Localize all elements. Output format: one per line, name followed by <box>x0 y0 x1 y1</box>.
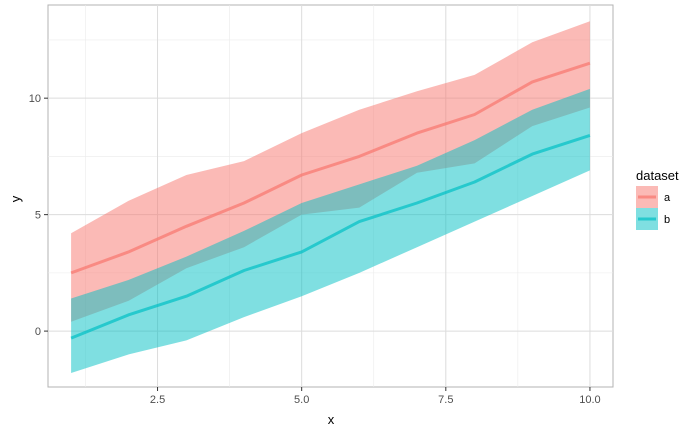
legend-label-a: a <box>664 192 671 204</box>
x-axis-ticks: 2.5 5.0 7.5 10.0 <box>150 387 601 406</box>
series-line-b <box>70 133 591 340</box>
series-line-a <box>70 61 591 275</box>
ribbon-b <box>71 88 590 374</box>
x-tick-label: 10.0 <box>579 394 600 406</box>
plot-panel <box>47 4 614 388</box>
y-tick-label: 0 <box>35 326 41 338</box>
legend-label-b: b <box>664 214 670 226</box>
series-lines <box>70 61 591 340</box>
ribbon-a <box>71 21 590 322</box>
ribbons <box>71 21 590 374</box>
x-tick-label: 5.0 <box>294 394 309 406</box>
y-axis-title: y <box>8 195 23 202</box>
x-axis-title: x <box>328 412 335 427</box>
y-axis-ticks: 0 5 10 <box>29 93 48 338</box>
legend-title: dataset <box>636 168 679 183</box>
y-tick-label: 10 <box>29 93 41 105</box>
x-tick-label: 7.5 <box>438 394 453 406</box>
y-tick-label: 5 <box>35 210 41 222</box>
x-tick-label: 2.5 <box>150 394 165 406</box>
legend: dataset a b <box>636 168 679 230</box>
